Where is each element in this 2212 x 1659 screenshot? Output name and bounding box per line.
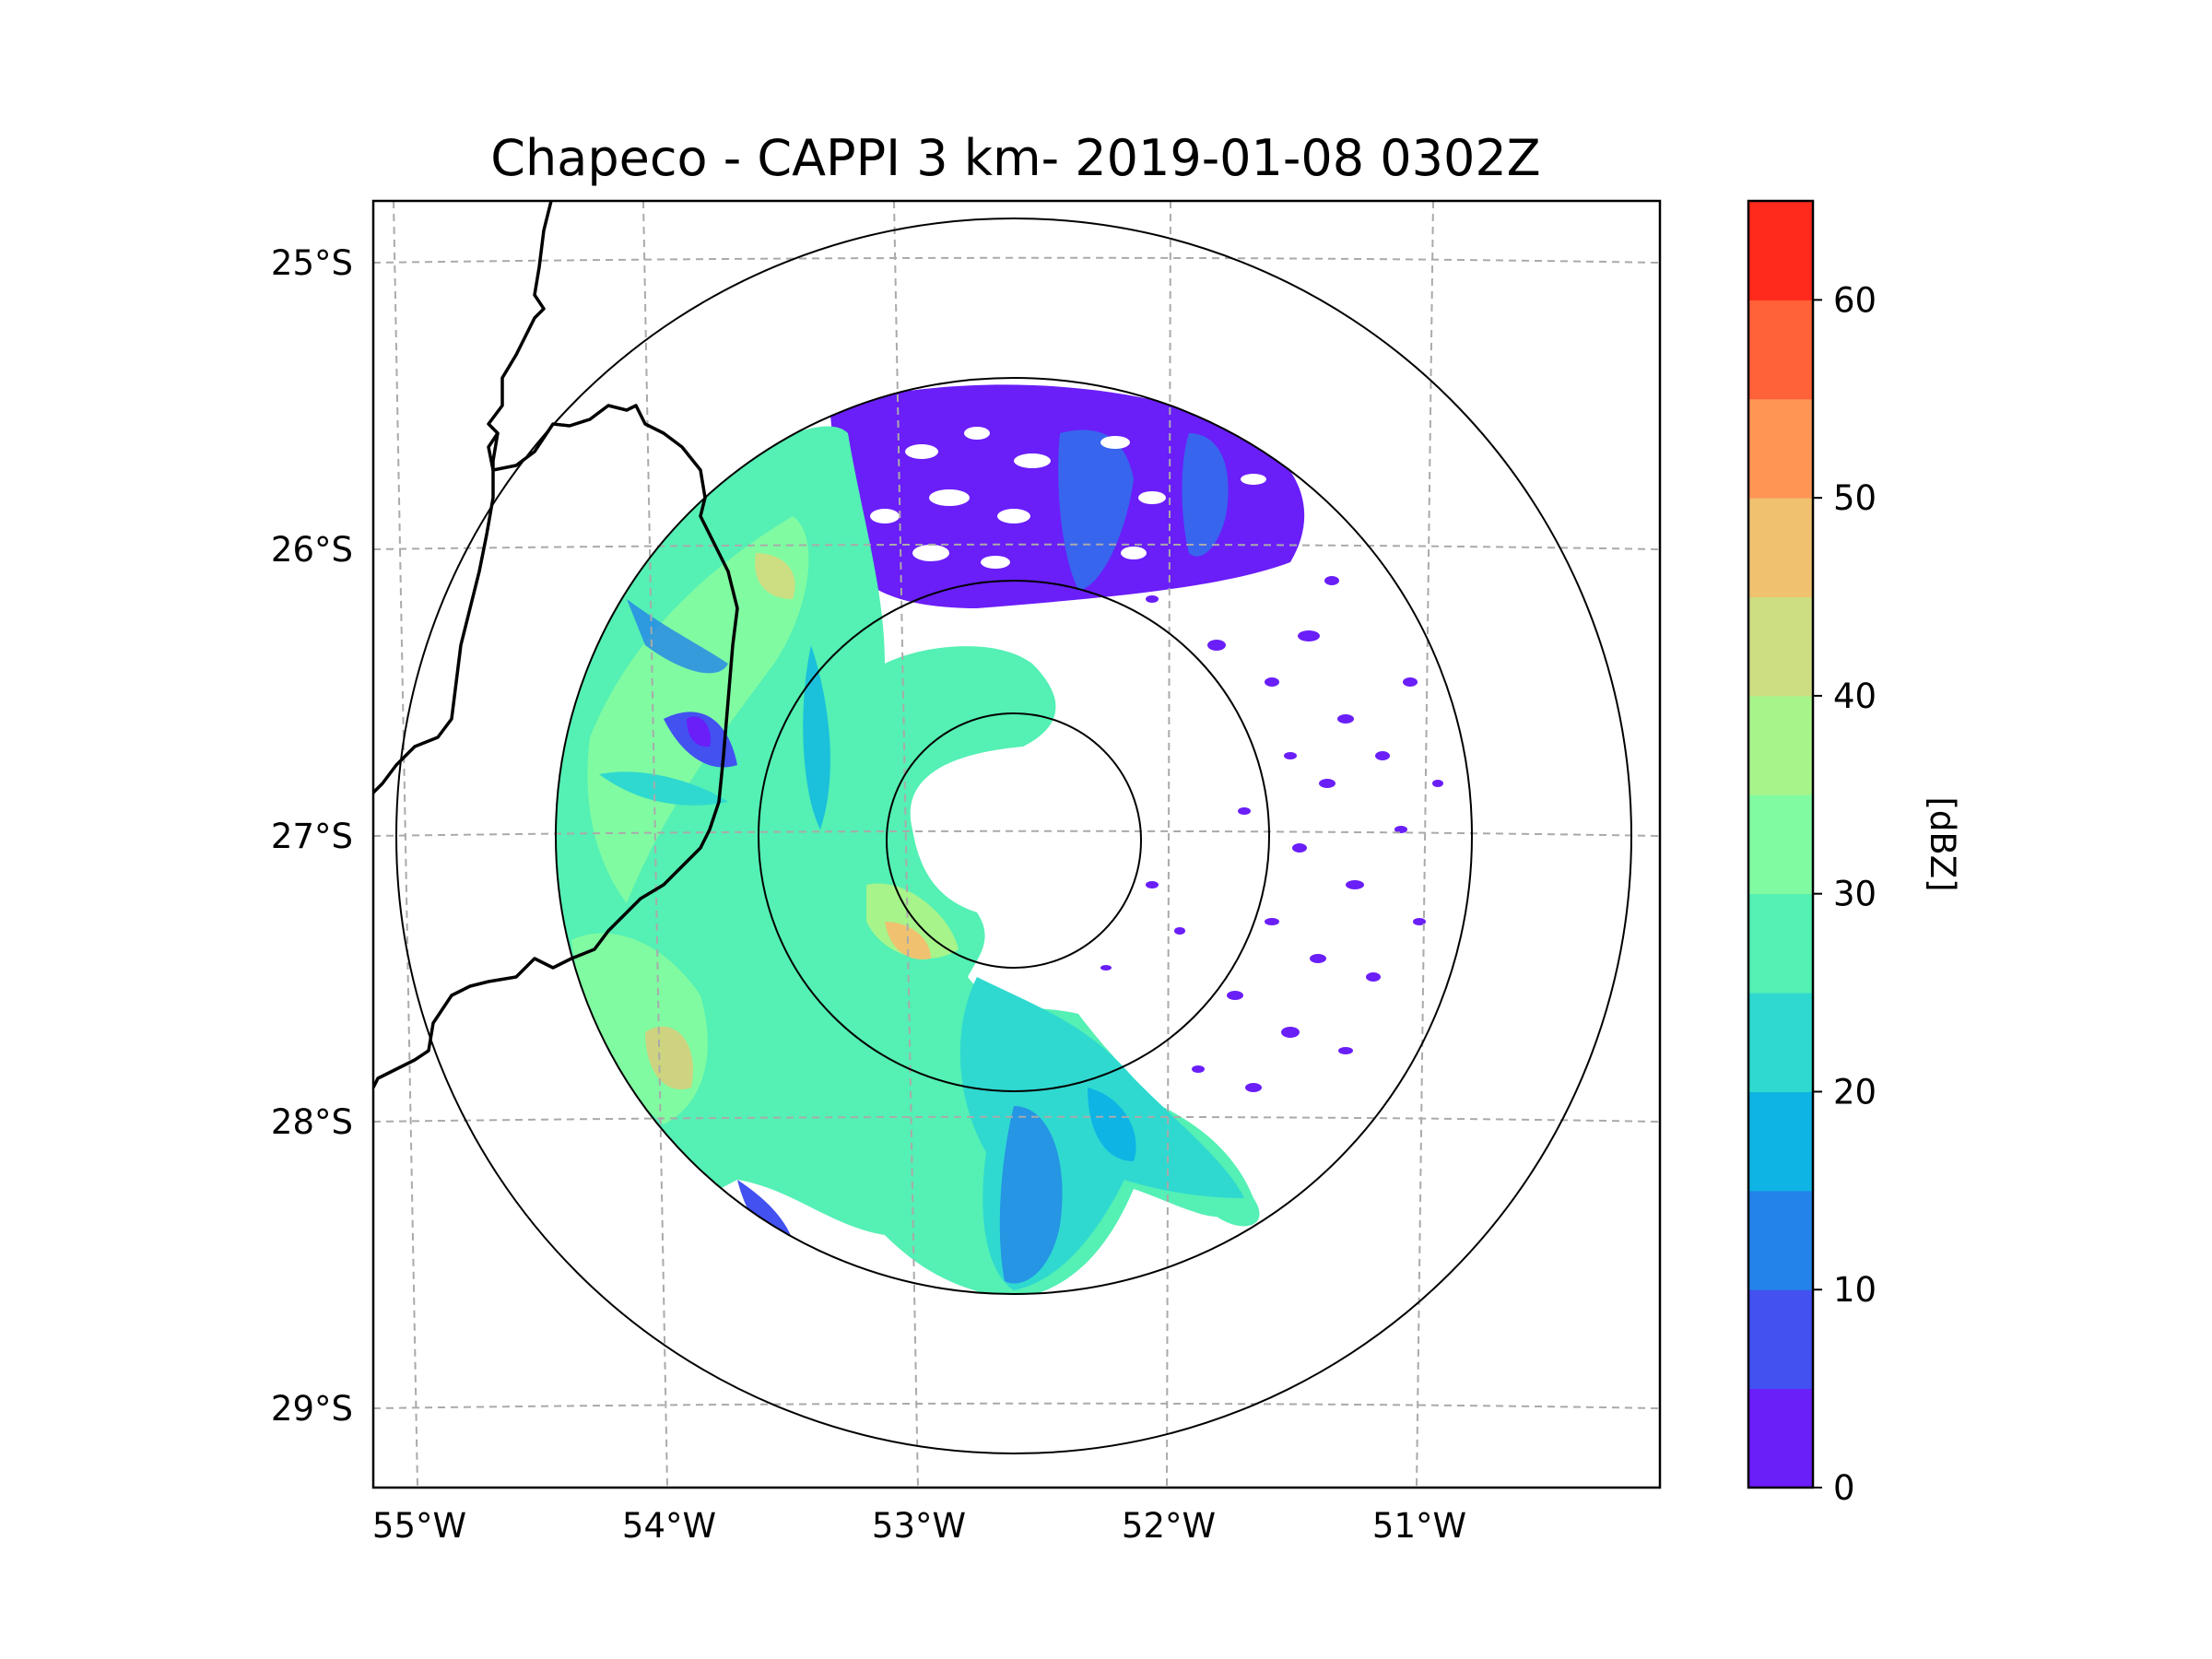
colorbar-swatch xyxy=(1748,498,1813,598)
longitude-tick-labels: 55°W 54°W 53°W 52°W 51°W xyxy=(372,1506,1466,1546)
lat-tick-label: 28°S xyxy=(271,1102,353,1142)
gridlines xyxy=(373,201,1660,1488)
colorbar-swatch xyxy=(1748,794,1813,895)
colorbar-tick-label: 0 xyxy=(1833,1468,1855,1508)
colorbar-tick-label: 50 xyxy=(1833,478,1877,518)
colorbar-swatch xyxy=(1748,398,1813,499)
colorbar-swatch xyxy=(1748,1190,1813,1290)
chart-title: Chapeco - CAPPI 3 km- 2019-01-08 0302Z xyxy=(490,129,1540,187)
lat-tick-label: 29°S xyxy=(271,1389,353,1429)
lat-tick-label: 26°S xyxy=(271,530,353,570)
colorbar: 0 10 20 30 40 50 60 [dBZ] xyxy=(1747,199,1962,1508)
lon-tick-label: 51°W xyxy=(1372,1506,1466,1546)
lat-tick-label: 27°S xyxy=(271,817,353,856)
colorbar-tick-label: 30 xyxy=(1833,875,1877,914)
lat-tick-label: 25°S xyxy=(271,243,353,283)
colorbar-swatch xyxy=(1748,300,1813,400)
latitude-tick-labels: 25°S 26°S 27°S 28°S 29°S xyxy=(271,243,353,1429)
colorbar-swatch xyxy=(1748,893,1813,994)
colorbar-swatch xyxy=(1748,993,1813,1092)
colorbar-swatch xyxy=(1748,1289,1813,1390)
lon-tick-label: 55°W xyxy=(372,1506,466,1546)
colorbar-label: [dBZ] xyxy=(1923,796,1962,891)
colorbar-swatch xyxy=(1748,1388,1813,1488)
colorbar-tick-label: 20 xyxy=(1833,1072,1877,1112)
colorbar-swatch xyxy=(1748,201,1813,300)
colorbar-tick-label: 60 xyxy=(1833,280,1877,320)
colorbar-swatch xyxy=(1748,1091,1813,1192)
colorbar-swatch xyxy=(1748,596,1813,697)
lon-tick-label: 52°W xyxy=(1122,1506,1216,1546)
colorbar-tick-label: 10 xyxy=(1833,1270,1877,1310)
coastline xyxy=(373,201,739,1088)
range-rings xyxy=(395,218,1632,1454)
colorbar-swatch xyxy=(1748,695,1813,795)
lon-tick-label: 54°W xyxy=(622,1506,716,1546)
map-panel xyxy=(371,199,1662,1489)
colorbar-tick-label: 40 xyxy=(1833,677,1877,716)
lon-tick-label: 53°W xyxy=(872,1506,966,1546)
